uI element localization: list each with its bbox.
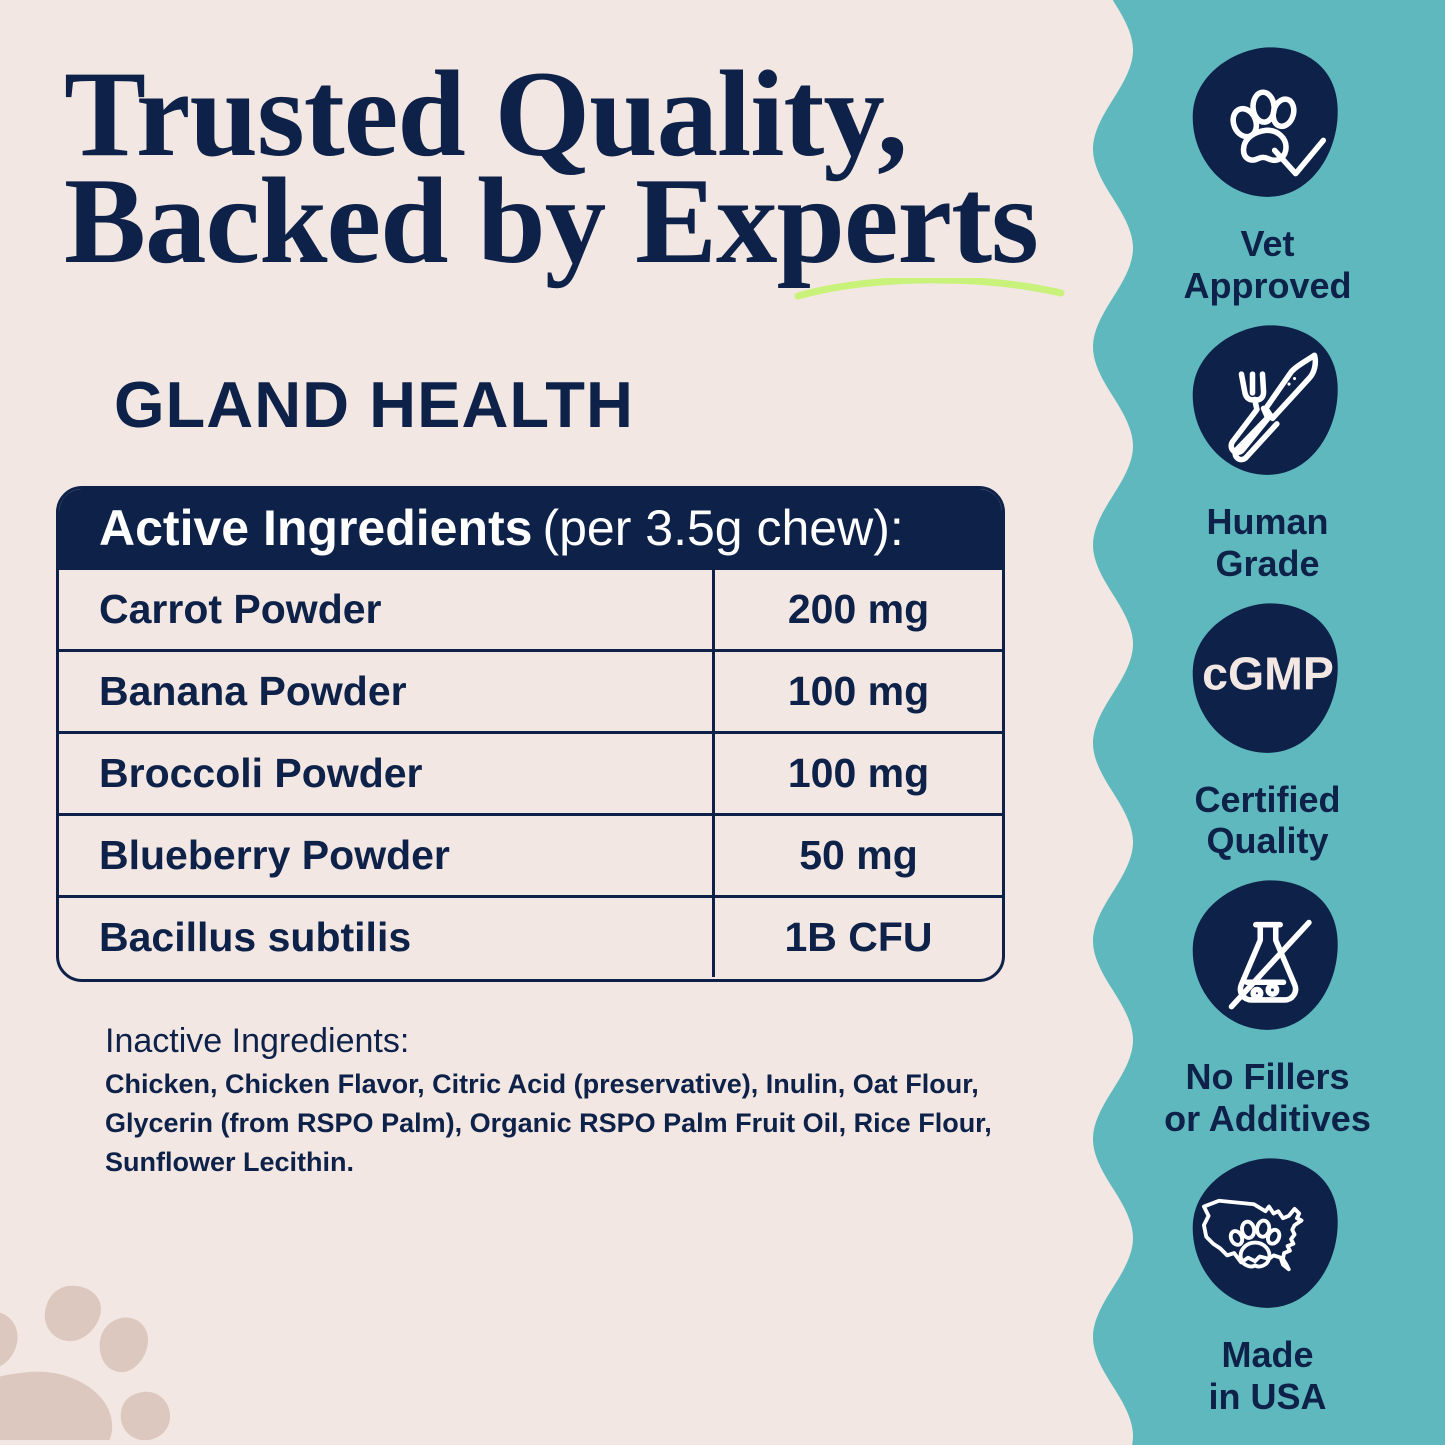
- svg-text:cGMP: cGMP: [1202, 647, 1334, 699]
